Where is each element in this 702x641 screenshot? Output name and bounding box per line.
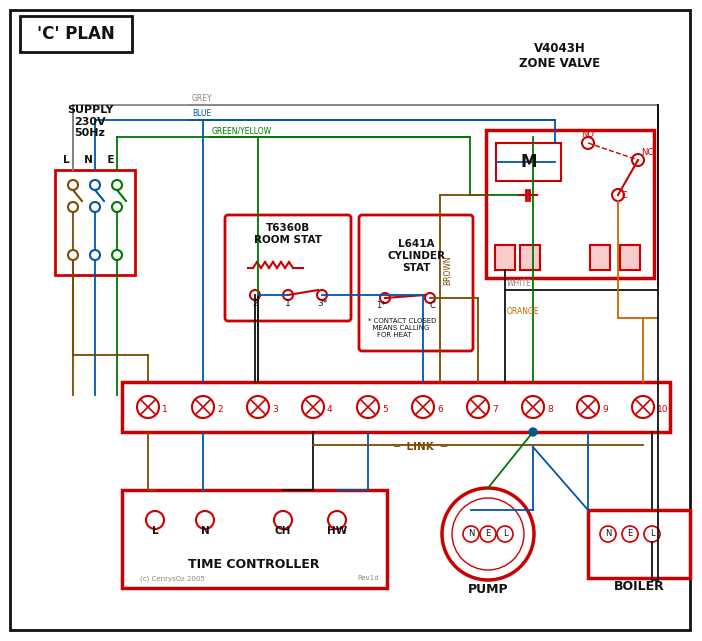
Text: TIME CONTROLLER: TIME CONTROLLER	[188, 558, 319, 572]
FancyBboxPatch shape	[10, 10, 690, 630]
Text: BROWN: BROWN	[443, 255, 452, 285]
Text: ORANGE: ORANGE	[507, 307, 540, 316]
Text: T6360B
ROOM STAT: T6360B ROOM STAT	[254, 223, 322, 245]
Text: L: L	[152, 526, 159, 536]
Text: 3*: 3*	[317, 299, 327, 308]
Text: GREY: GREY	[192, 94, 213, 103]
Text: 1: 1	[285, 299, 291, 308]
Text: 1*: 1*	[376, 301, 386, 310]
Text: 5: 5	[382, 404, 388, 413]
Text: 9: 9	[602, 404, 608, 413]
Text: N: N	[201, 526, 209, 536]
FancyBboxPatch shape	[496, 143, 561, 181]
FancyBboxPatch shape	[495, 245, 515, 270]
Text: * CONTACT CLOSED
  MEANS CALLING
    FOR HEAT: * CONTACT CLOSED MEANS CALLING FOR HEAT	[368, 318, 437, 338]
Text: L: L	[649, 529, 654, 538]
Text: SUPPLY
230V
50Hz: SUPPLY 230V 50Hz	[67, 105, 113, 138]
Text: 10: 10	[657, 404, 668, 413]
FancyBboxPatch shape	[359, 215, 473, 351]
Text: C: C	[622, 191, 628, 200]
Text: N: N	[468, 529, 474, 538]
Text: 2: 2	[217, 404, 223, 413]
FancyBboxPatch shape	[122, 382, 670, 432]
FancyBboxPatch shape	[225, 215, 351, 321]
Text: ─  LINK  ─: ─ LINK ─	[393, 442, 447, 452]
FancyBboxPatch shape	[620, 245, 640, 270]
Text: NO: NO	[581, 130, 594, 139]
Text: L    N    E: L N E	[63, 155, 114, 165]
Text: L: L	[503, 529, 508, 538]
Circle shape	[529, 428, 537, 436]
Text: E: E	[485, 529, 491, 538]
Text: 4: 4	[327, 404, 333, 413]
Text: BOILER: BOILER	[614, 580, 664, 593]
Text: L641A
CYLINDER
STAT: L641A CYLINDER STAT	[387, 239, 445, 272]
Text: V4043H
ZONE VALVE: V4043H ZONE VALVE	[519, 42, 601, 70]
Text: 6: 6	[437, 404, 443, 413]
Text: BLUE: BLUE	[192, 109, 211, 118]
Text: NC: NC	[641, 148, 654, 157]
Text: 2: 2	[252, 299, 258, 308]
FancyBboxPatch shape	[122, 490, 387, 588]
FancyBboxPatch shape	[486, 130, 654, 278]
Text: 7: 7	[492, 404, 498, 413]
Text: Rev1d: Rev1d	[357, 575, 378, 581]
Text: 8: 8	[547, 404, 552, 413]
FancyBboxPatch shape	[20, 16, 132, 52]
FancyBboxPatch shape	[588, 510, 690, 578]
FancyBboxPatch shape	[590, 245, 610, 270]
Text: M: M	[521, 153, 537, 171]
Text: WHITE: WHITE	[507, 279, 532, 288]
FancyBboxPatch shape	[520, 245, 540, 270]
Text: 1: 1	[162, 404, 168, 413]
Text: 'C' PLAN: 'C' PLAN	[37, 25, 115, 43]
Text: CH: CH	[274, 526, 291, 536]
Text: E: E	[628, 529, 633, 538]
Text: C: C	[429, 301, 435, 310]
Text: (c) CenrysOz 2005: (c) CenrysOz 2005	[140, 575, 205, 581]
FancyBboxPatch shape	[55, 170, 135, 275]
Text: GREEN/YELLOW: GREEN/YELLOW	[212, 126, 272, 135]
Text: 3: 3	[272, 404, 278, 413]
Text: PUMP: PUMP	[468, 583, 508, 596]
Text: N: N	[605, 529, 611, 538]
Text: HW: HW	[327, 526, 347, 536]
